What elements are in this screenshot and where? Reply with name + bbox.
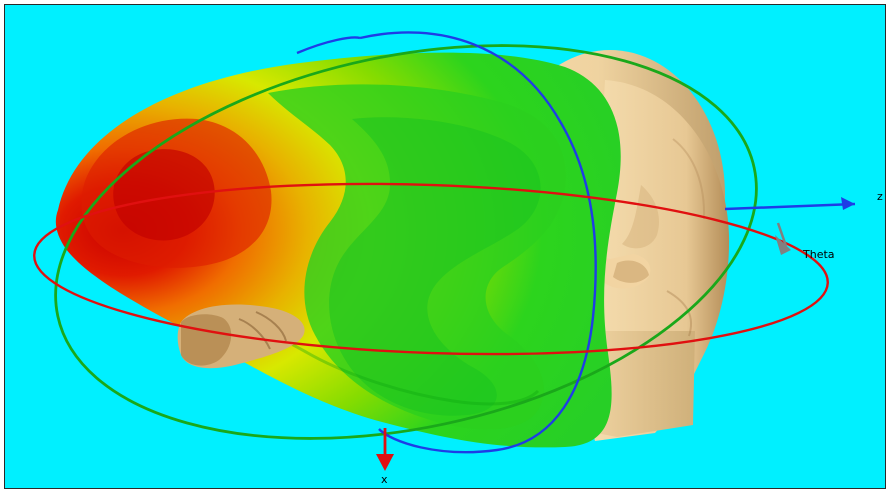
theta-label: Theta: [802, 248, 835, 261]
radiation-pattern: [55, 52, 621, 448]
3d-scene-svg: z x Theta: [33, 31, 883, 486]
coordinate-axes: z x Theta: [376, 190, 883, 486]
z-axis-label: z: [877, 190, 883, 203]
orbit-rings: [33, 31, 829, 454]
3d-scene-canvas[interactable]: z x Theta: [4, 4, 886, 489]
x-axis-label: x: [381, 473, 388, 486]
